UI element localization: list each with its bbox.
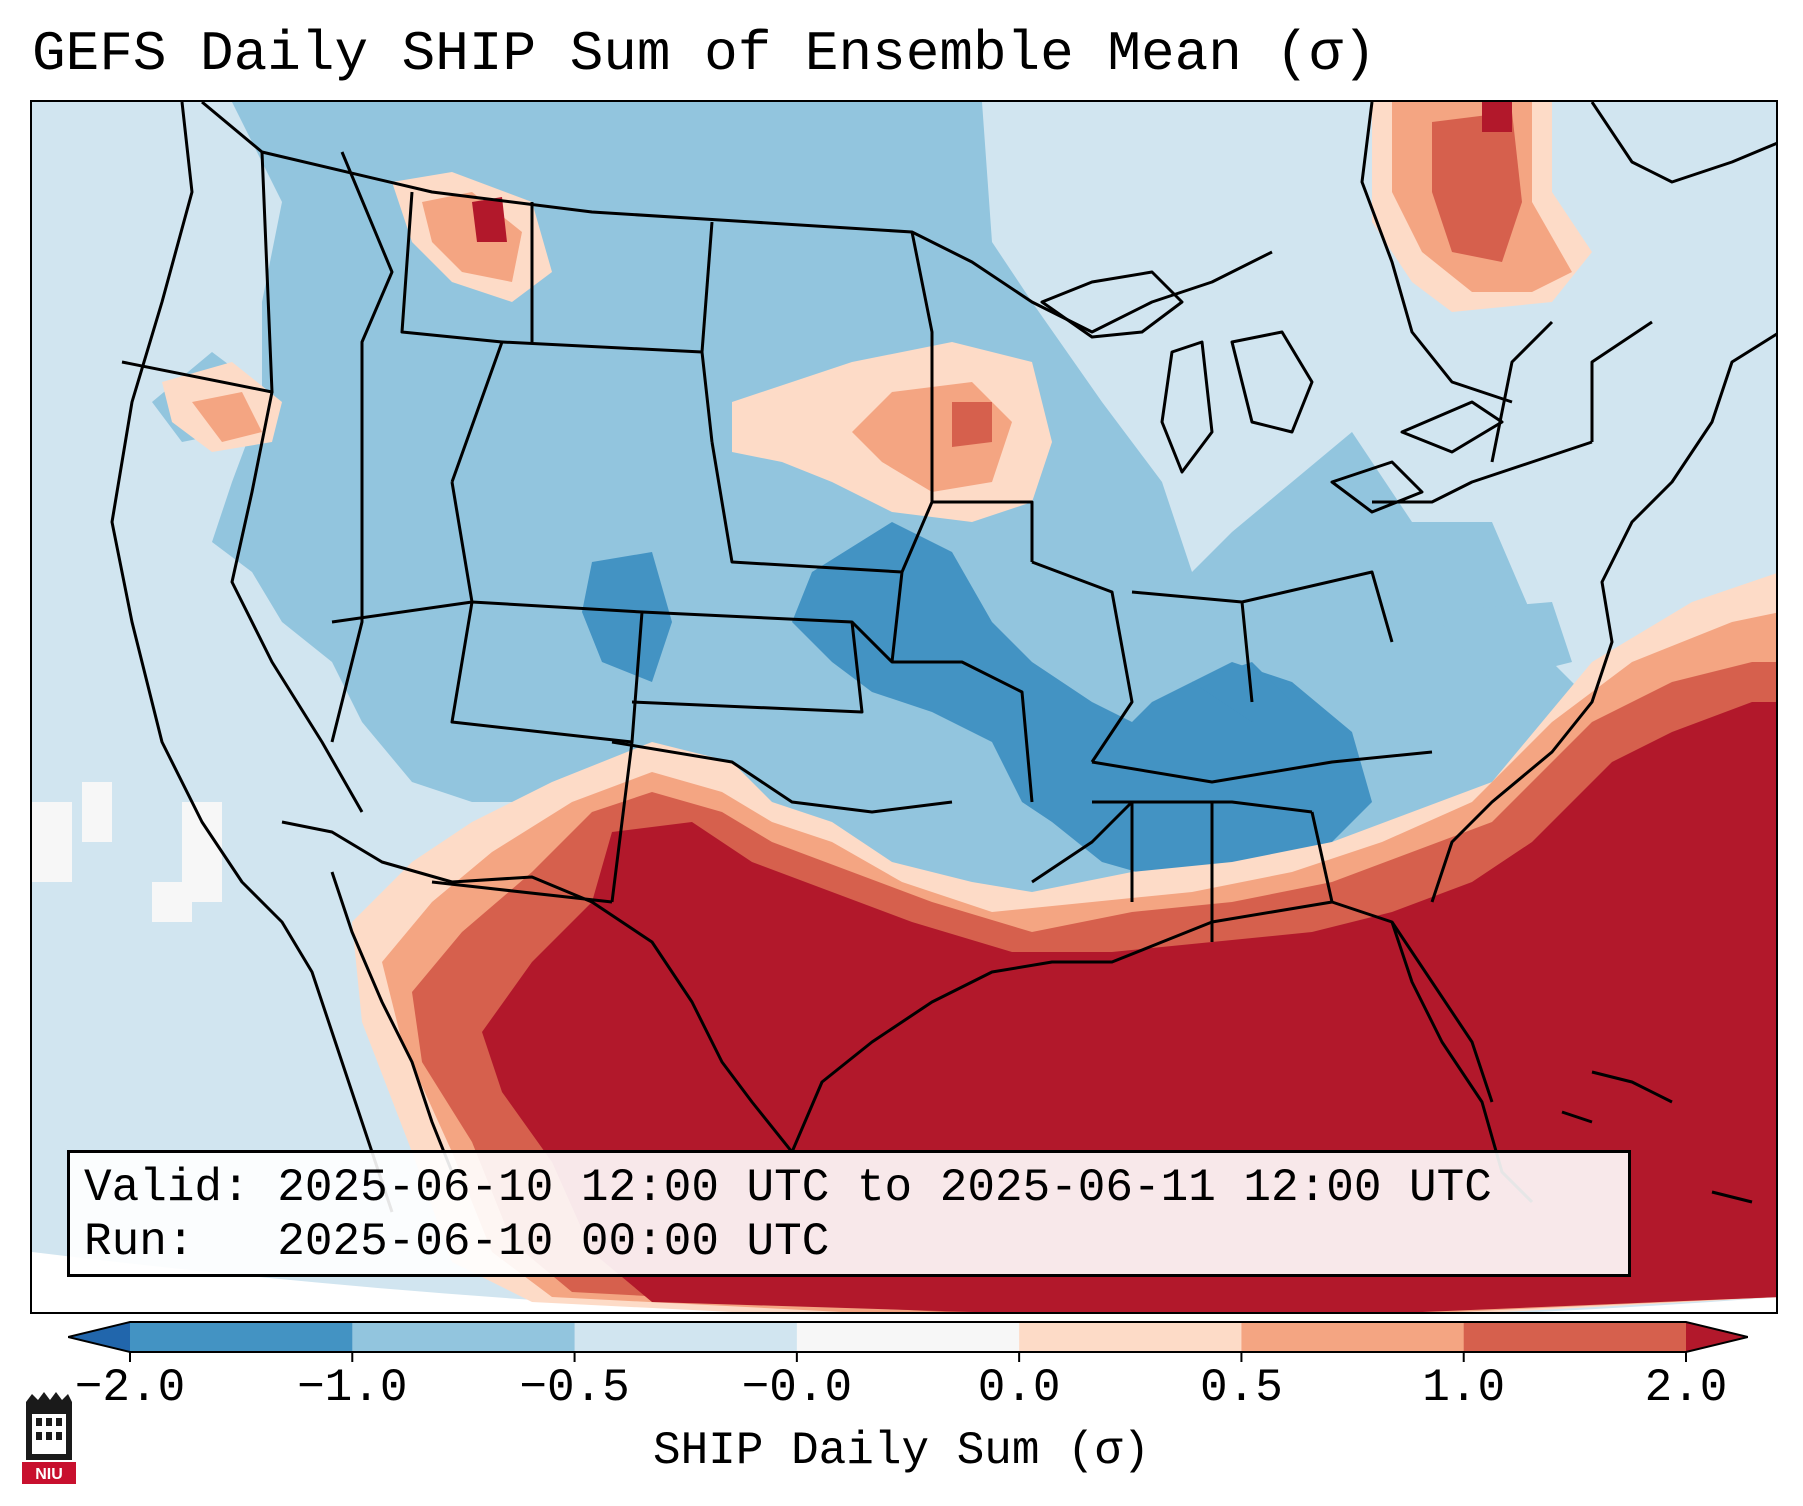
colorbar-tick-label: 2.0 — [1644, 1362, 1728, 1414]
niu-logo: NIU — [22, 1392, 76, 1484]
valid-label: Valid: — [84, 1162, 250, 1214]
validity-info-box: Valid: 2025-06-10 12:00 UTC to 2025-06-1… — [67, 1150, 1631, 1277]
run-time: 2025-06-10 00:00 UTC — [277, 1216, 830, 1268]
colorbar-segment — [1463, 1322, 1687, 1352]
colorbar-tick-label: −0.0 — [741, 1362, 853, 1414]
ship-field-map — [32, 102, 1776, 1312]
colorbar-tick-label: 1.0 — [1422, 1362, 1506, 1414]
colorbar-segment — [796, 1322, 1020, 1352]
run-label: Run: — [84, 1216, 195, 1268]
logo-text: NIU — [35, 1466, 63, 1483]
colorbar-tick-label: 0.5 — [1200, 1362, 1283, 1414]
map-panel — [30, 100, 1778, 1314]
colorbar-tick-label: −0.5 — [519, 1362, 630, 1414]
colorbar-label: SHIP Daily Sum (σ) — [653, 1425, 1150, 1477]
colorbar-segment — [1019, 1322, 1242, 1352]
colorbar-tick-label: 0.0 — [977, 1362, 1061, 1414]
field-negative-strong — [582, 522, 1372, 952]
colorbar — [68, 1321, 1748, 1362]
colorbar-segment — [130, 1322, 353, 1352]
colorbar-segment — [1241, 1322, 1465, 1352]
colorbar-tick-label: −2.0 — [74, 1362, 186, 1414]
colorbar-tick-label: −1.0 — [297, 1362, 408, 1414]
colorbar-segment — [574, 1322, 798, 1352]
valid-time-range: 2025-06-10 12:00 UTC to 2025-06-11 12:00… — [277, 1162, 1492, 1214]
colorbar-segment — [68, 1322, 130, 1352]
map-title: GEFS Daily SHIP Sum of Ensemble Mean (σ) — [32, 22, 1377, 86]
colorbar-segment — [352, 1322, 576, 1352]
colorbar-segment — [1686, 1322, 1748, 1352]
boundary-lines — [110, 102, 1776, 1213]
